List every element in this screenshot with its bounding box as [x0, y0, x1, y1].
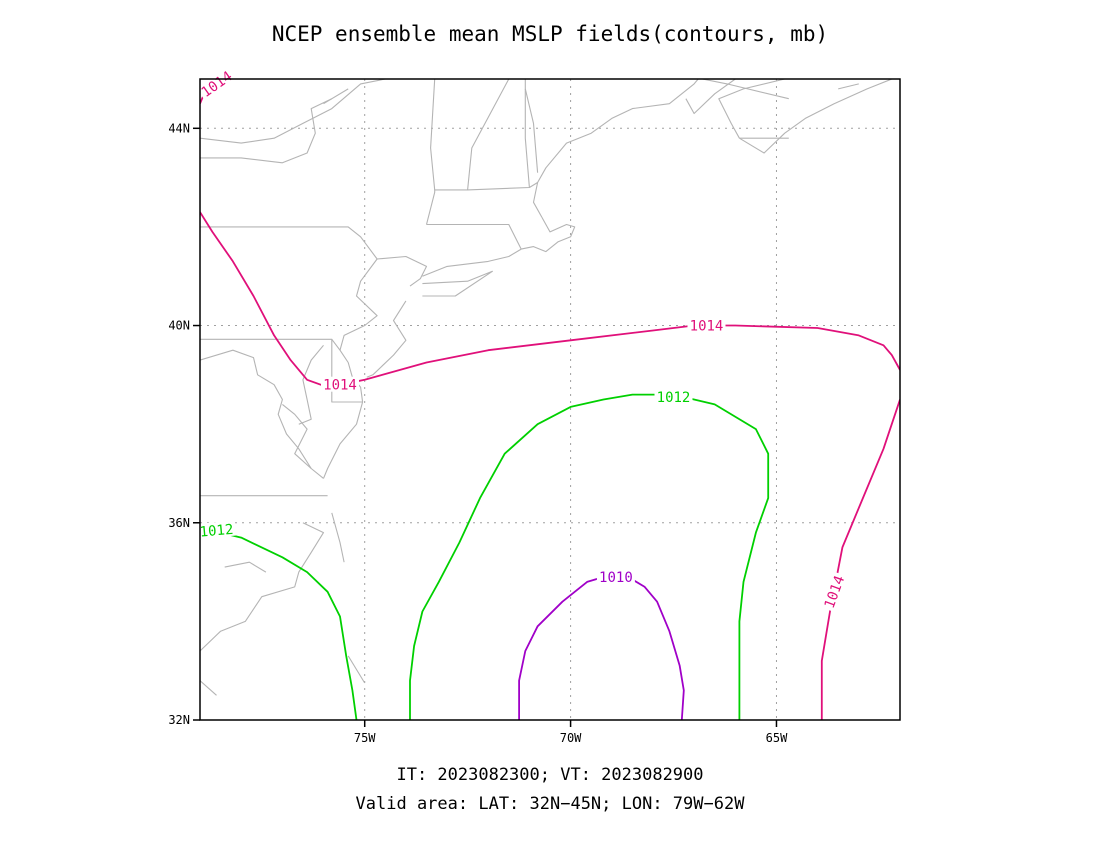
coastline-segment — [422, 248, 522, 277]
coastline-segment — [685, 79, 736, 115]
isobar-label-bg — [321, 376, 359, 392]
isobar-label: 1012 — [196, 520, 237, 541]
coastline-segment — [200, 522, 325, 652]
isobar-label-bg — [687, 317, 726, 333]
coastline-segment — [430, 79, 436, 190]
graticule-grid — [200, 79, 900, 721]
isobar-label: 1012 — [654, 389, 693, 406]
coastline-segment — [532, 79, 699, 218]
contour-layer — [200, 83, 900, 720]
lat-tick-label: 44N — [168, 121, 190, 135]
coastline-segment — [200, 98, 333, 164]
coastline-segment — [838, 83, 859, 90]
isobar-label: 1014 — [196, 66, 237, 101]
isobar-label-text: 1012 — [657, 390, 691, 406]
lon-tick-label: 70W — [560, 731, 582, 745]
coastline-segment — [347, 655, 366, 684]
isobar-label-text: 1014 — [323, 378, 357, 394]
isobar-label: 1014 — [687, 317, 726, 335]
coastline-segment — [200, 79, 386, 144]
isobar-label: 1014 — [321, 376, 359, 394]
isobar-label-bg — [196, 66, 237, 101]
coastline-segment — [467, 79, 510, 190]
footer-init-valid-time: IT: 2023082300; VT: 2023082900 — [396, 765, 703, 785]
coastline-segment — [521, 216, 576, 253]
coastline-segment — [524, 88, 539, 173]
coastline-segment — [200, 226, 378, 351]
isobar-1014-north — [200, 211, 900, 389]
isobar-label: 1010 — [596, 569, 635, 586]
coastline-segment — [426, 223, 522, 250]
coastline-segment — [377, 255, 428, 287]
map-frame — [199, 78, 901, 721]
coastline-segment — [298, 344, 324, 425]
lat-tick-label: 40N — [168, 319, 190, 333]
coastline-segment — [200, 338, 363, 403]
coastline-segment — [425, 182, 538, 225]
figure-title: NCEP ensemble mean MSLP fields(contours,… — [272, 22, 828, 46]
coastline-segment — [524, 79, 530, 188]
footer-valid-area: Valid area: LAT: 32N−45N; LON: 79W−62W — [356, 794, 746, 814]
coastline-segment — [282, 403, 312, 469]
coastline-segment — [718, 79, 785, 139]
coastline-segment — [702, 79, 789, 100]
coastline-segment — [422, 270, 493, 297]
coastline-segment — [322, 401, 364, 479]
isobar-1014-east — [820, 399, 900, 720]
isobar-1012 — [200, 393, 770, 720]
isobar-1010 — [518, 576, 685, 720]
isobar-label-bg — [654, 389, 693, 404]
coastline-segment — [366, 300, 407, 378]
isobar-label-text: 1010 — [599, 570, 633, 586]
isobar-label: 1014 — [820, 571, 849, 613]
coastline-segment — [323, 88, 349, 105]
isobar-label-text: 1014 — [822, 574, 849, 611]
lat-tick-label: 32N — [168, 713, 190, 727]
isobar-label-text: 1012 — [199, 522, 234, 541]
coastline-segment — [200, 680, 217, 696]
coastline-segment — [200, 349, 324, 479]
isobar-label-bg — [820, 571, 848, 613]
axis-ticks: 32N 36N 40N 44N 75W 70W 65W — [168, 121, 788, 745]
coastline-segment — [739, 79, 893, 154]
coastline-segment — [331, 512, 345, 563]
lon-tick-label: 65W — [766, 731, 788, 745]
lon-tick-label: 75W — [354, 731, 376, 745]
coastline-segment — [224, 561, 267, 573]
coastline-segment — [331, 338, 364, 403]
isobar-label-text: 1014 — [690, 319, 724, 335]
isobar-label-bg — [596, 569, 635, 584]
lat-tick-label: 36N — [168, 516, 190, 530]
coastline-layer — [200, 79, 893, 696]
isobar-label-bg — [196, 520, 237, 539]
